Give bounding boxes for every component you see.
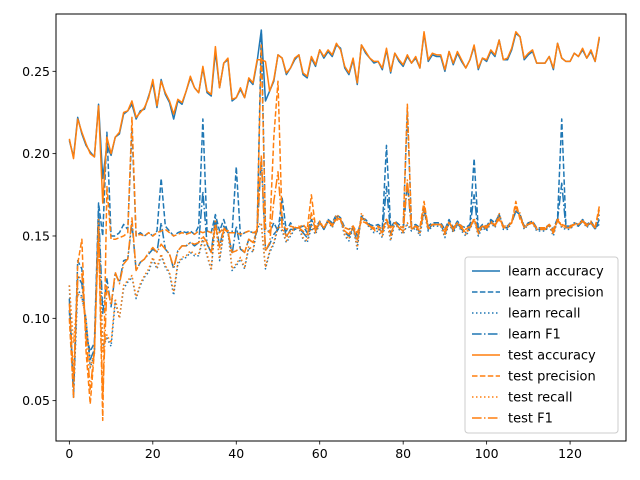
legend-label: test precision [508,370,596,385]
y-tick-label: 0.15 [22,228,50,243]
y-tick-label: 0.10 [22,311,50,326]
y-tick-label: 0.05 [22,393,50,408]
x-tick-label: 40 [228,446,244,461]
x-axis: 0 20 40 60 80 100 120 [65,441,582,461]
x-tick-label: 80 [395,446,411,461]
y-tick-label: 0.20 [22,146,50,161]
series-line-test-F1 [68,154,601,400]
x-tick-label: 0 [65,446,73,461]
legend-label: test F1 [508,412,553,427]
legend: learn accuracy learn precision learn recal… [464,256,619,434]
legend-label: test accuracy [508,349,596,364]
x-tick-label: 60 [312,446,328,461]
legend-label: learn recall [508,307,580,322]
x-tick-label: 100 [475,446,499,461]
series-line-learn-precision [68,29,600,394]
legend-label: learn F1 [508,328,561,343]
y-axis: 0.05 0.10 0.15 0.20 0.25 [22,64,56,408]
legend-box [464,256,619,434]
series-line-test-accuracy [68,31,601,204]
y-tick-label: 0.25 [22,64,50,79]
x-tick-label: 20 [145,446,161,461]
legend-label: learn precision [508,286,604,301]
plot-area [68,29,601,422]
legend-label: test recall [508,391,573,406]
legend-label: learn accuracy [508,265,604,280]
x-tick-label: 120 [558,446,582,461]
axes-frame [55,13,627,442]
